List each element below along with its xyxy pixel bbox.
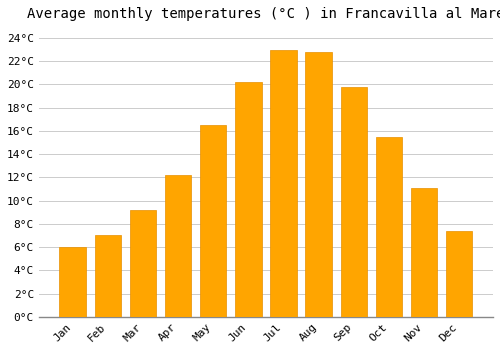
Bar <box>411 188 438 317</box>
Bar <box>200 125 226 317</box>
Bar <box>235 82 262 317</box>
Bar <box>165 175 191 317</box>
Bar <box>306 52 332 317</box>
Bar <box>376 137 402 317</box>
Title: Average monthly temperatures (°C ) in Francavilla al Mare: Average monthly temperatures (°C ) in Fr… <box>27 7 500 21</box>
Bar <box>340 87 367 317</box>
Bar <box>94 236 121 317</box>
Bar <box>446 231 472 317</box>
Bar <box>60 247 86 317</box>
Bar <box>130 210 156 317</box>
Bar <box>270 49 296 317</box>
